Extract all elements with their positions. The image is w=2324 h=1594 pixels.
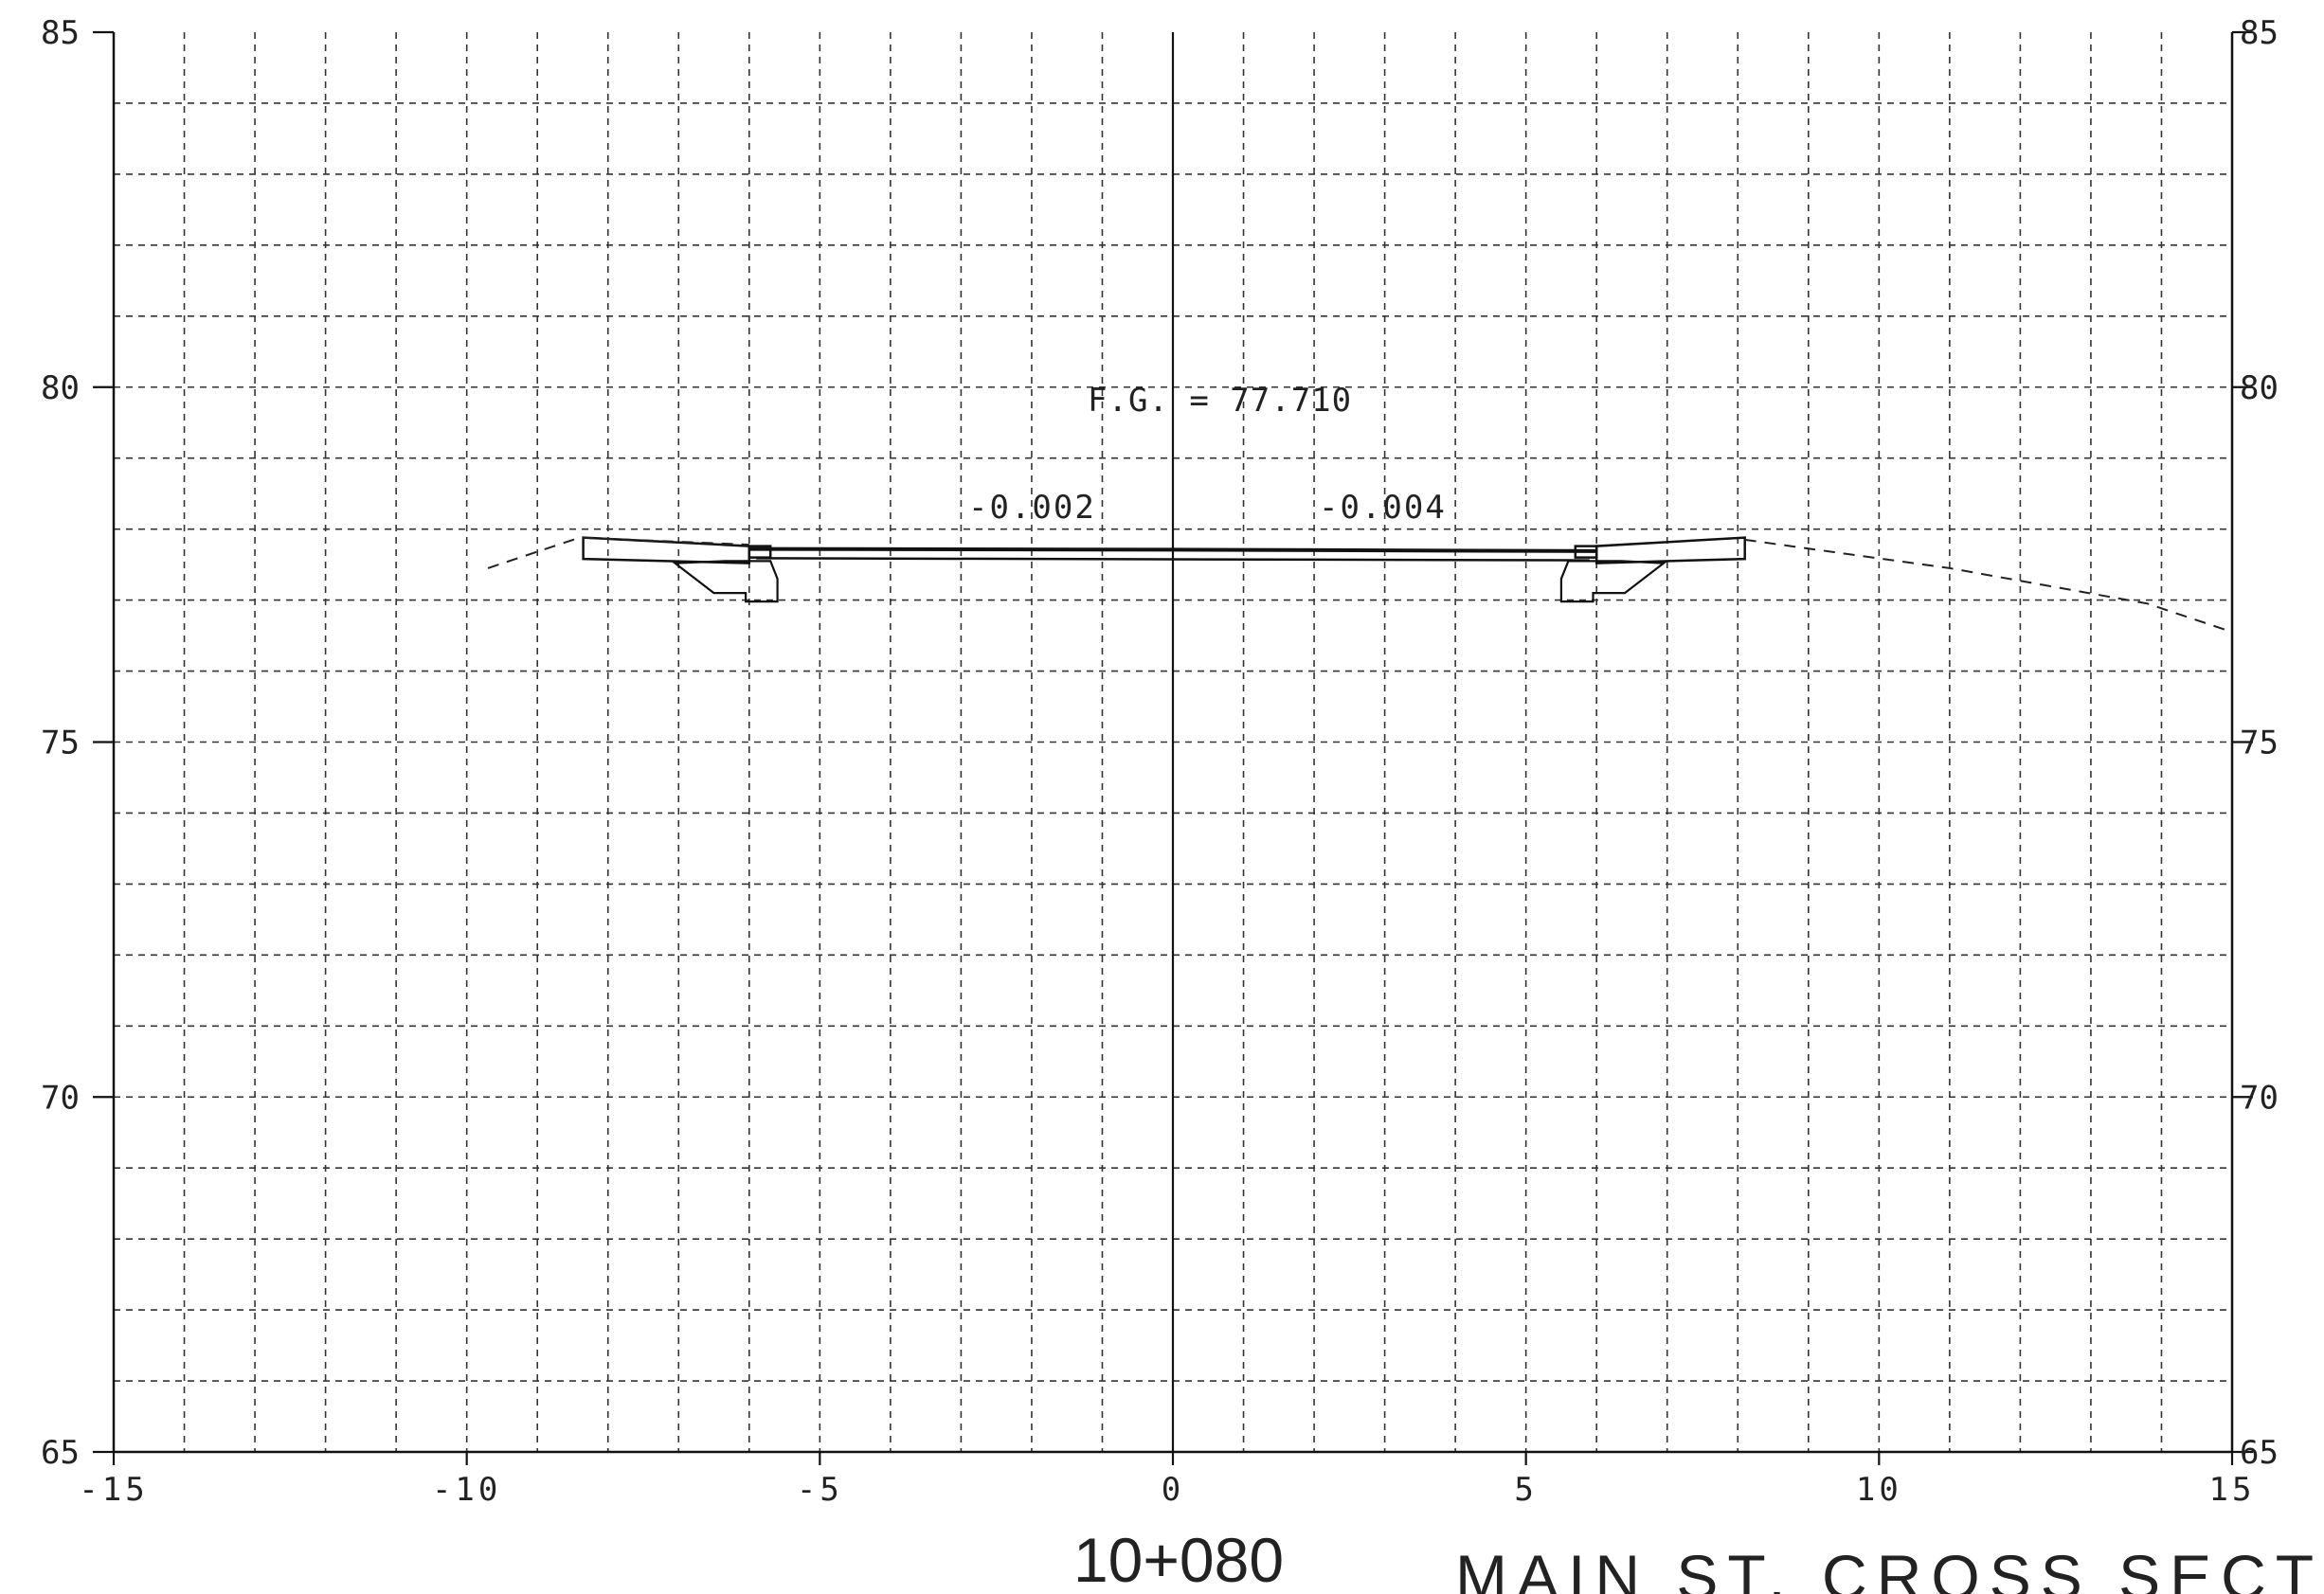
y-tick-label-left: 70 xyxy=(41,1079,80,1117)
tick-labels: 65 65 70 70 75 75 80 80 85 85 -15 -10 -5 0 5 10 15 xyxy=(41,14,2279,1509)
ground-line-left xyxy=(488,538,749,568)
station-label: 10+080 xyxy=(1073,1525,1284,1594)
road-section xyxy=(584,538,1745,602)
drawing-title: MAIN ST. CROSS SECTIO xyxy=(1455,1542,2324,1594)
ground-line-right xyxy=(1745,540,2232,632)
y-tick-label-right: 80 xyxy=(2240,369,2279,407)
right-sidewalk xyxy=(1596,538,1745,564)
y-tick-label-left: 75 xyxy=(41,725,80,762)
x-tick-label: 15 xyxy=(2209,1471,2256,1509)
x-tick-label: -5 xyxy=(797,1471,843,1509)
y-tick-label-left: 80 xyxy=(41,369,80,407)
slope-left-label: -0.002 xyxy=(968,489,1096,527)
plot-frame xyxy=(93,32,2253,1465)
y-tick-label-left: 85 xyxy=(41,14,80,52)
finished-grade-label: F.G. = 77.710 xyxy=(1088,382,1352,420)
y-tick-label-right: 65 xyxy=(2240,1434,2279,1472)
right-gutter-footing xyxy=(1561,561,1664,601)
x-tick-label: 10 xyxy=(1856,1471,1902,1509)
left-gutter-footing xyxy=(676,561,778,601)
y-tick-label-right: 75 xyxy=(2240,725,2279,762)
x-tick-label: -15 xyxy=(79,1471,148,1509)
pavement-surface xyxy=(749,549,1596,551)
x-tick-label: -10 xyxy=(432,1471,501,1509)
y-tick-label-left: 65 xyxy=(41,1434,80,1472)
x-tick-label: 5 xyxy=(1514,1471,1537,1509)
y-tick-label-right: 70 xyxy=(2240,1079,2279,1117)
y-tick-label-right: 85 xyxy=(2240,14,2279,52)
pavement-base xyxy=(756,558,1589,560)
x-tick-label: 0 xyxy=(1162,1471,1184,1509)
slope-right-label: -0.004 xyxy=(1319,489,1447,527)
